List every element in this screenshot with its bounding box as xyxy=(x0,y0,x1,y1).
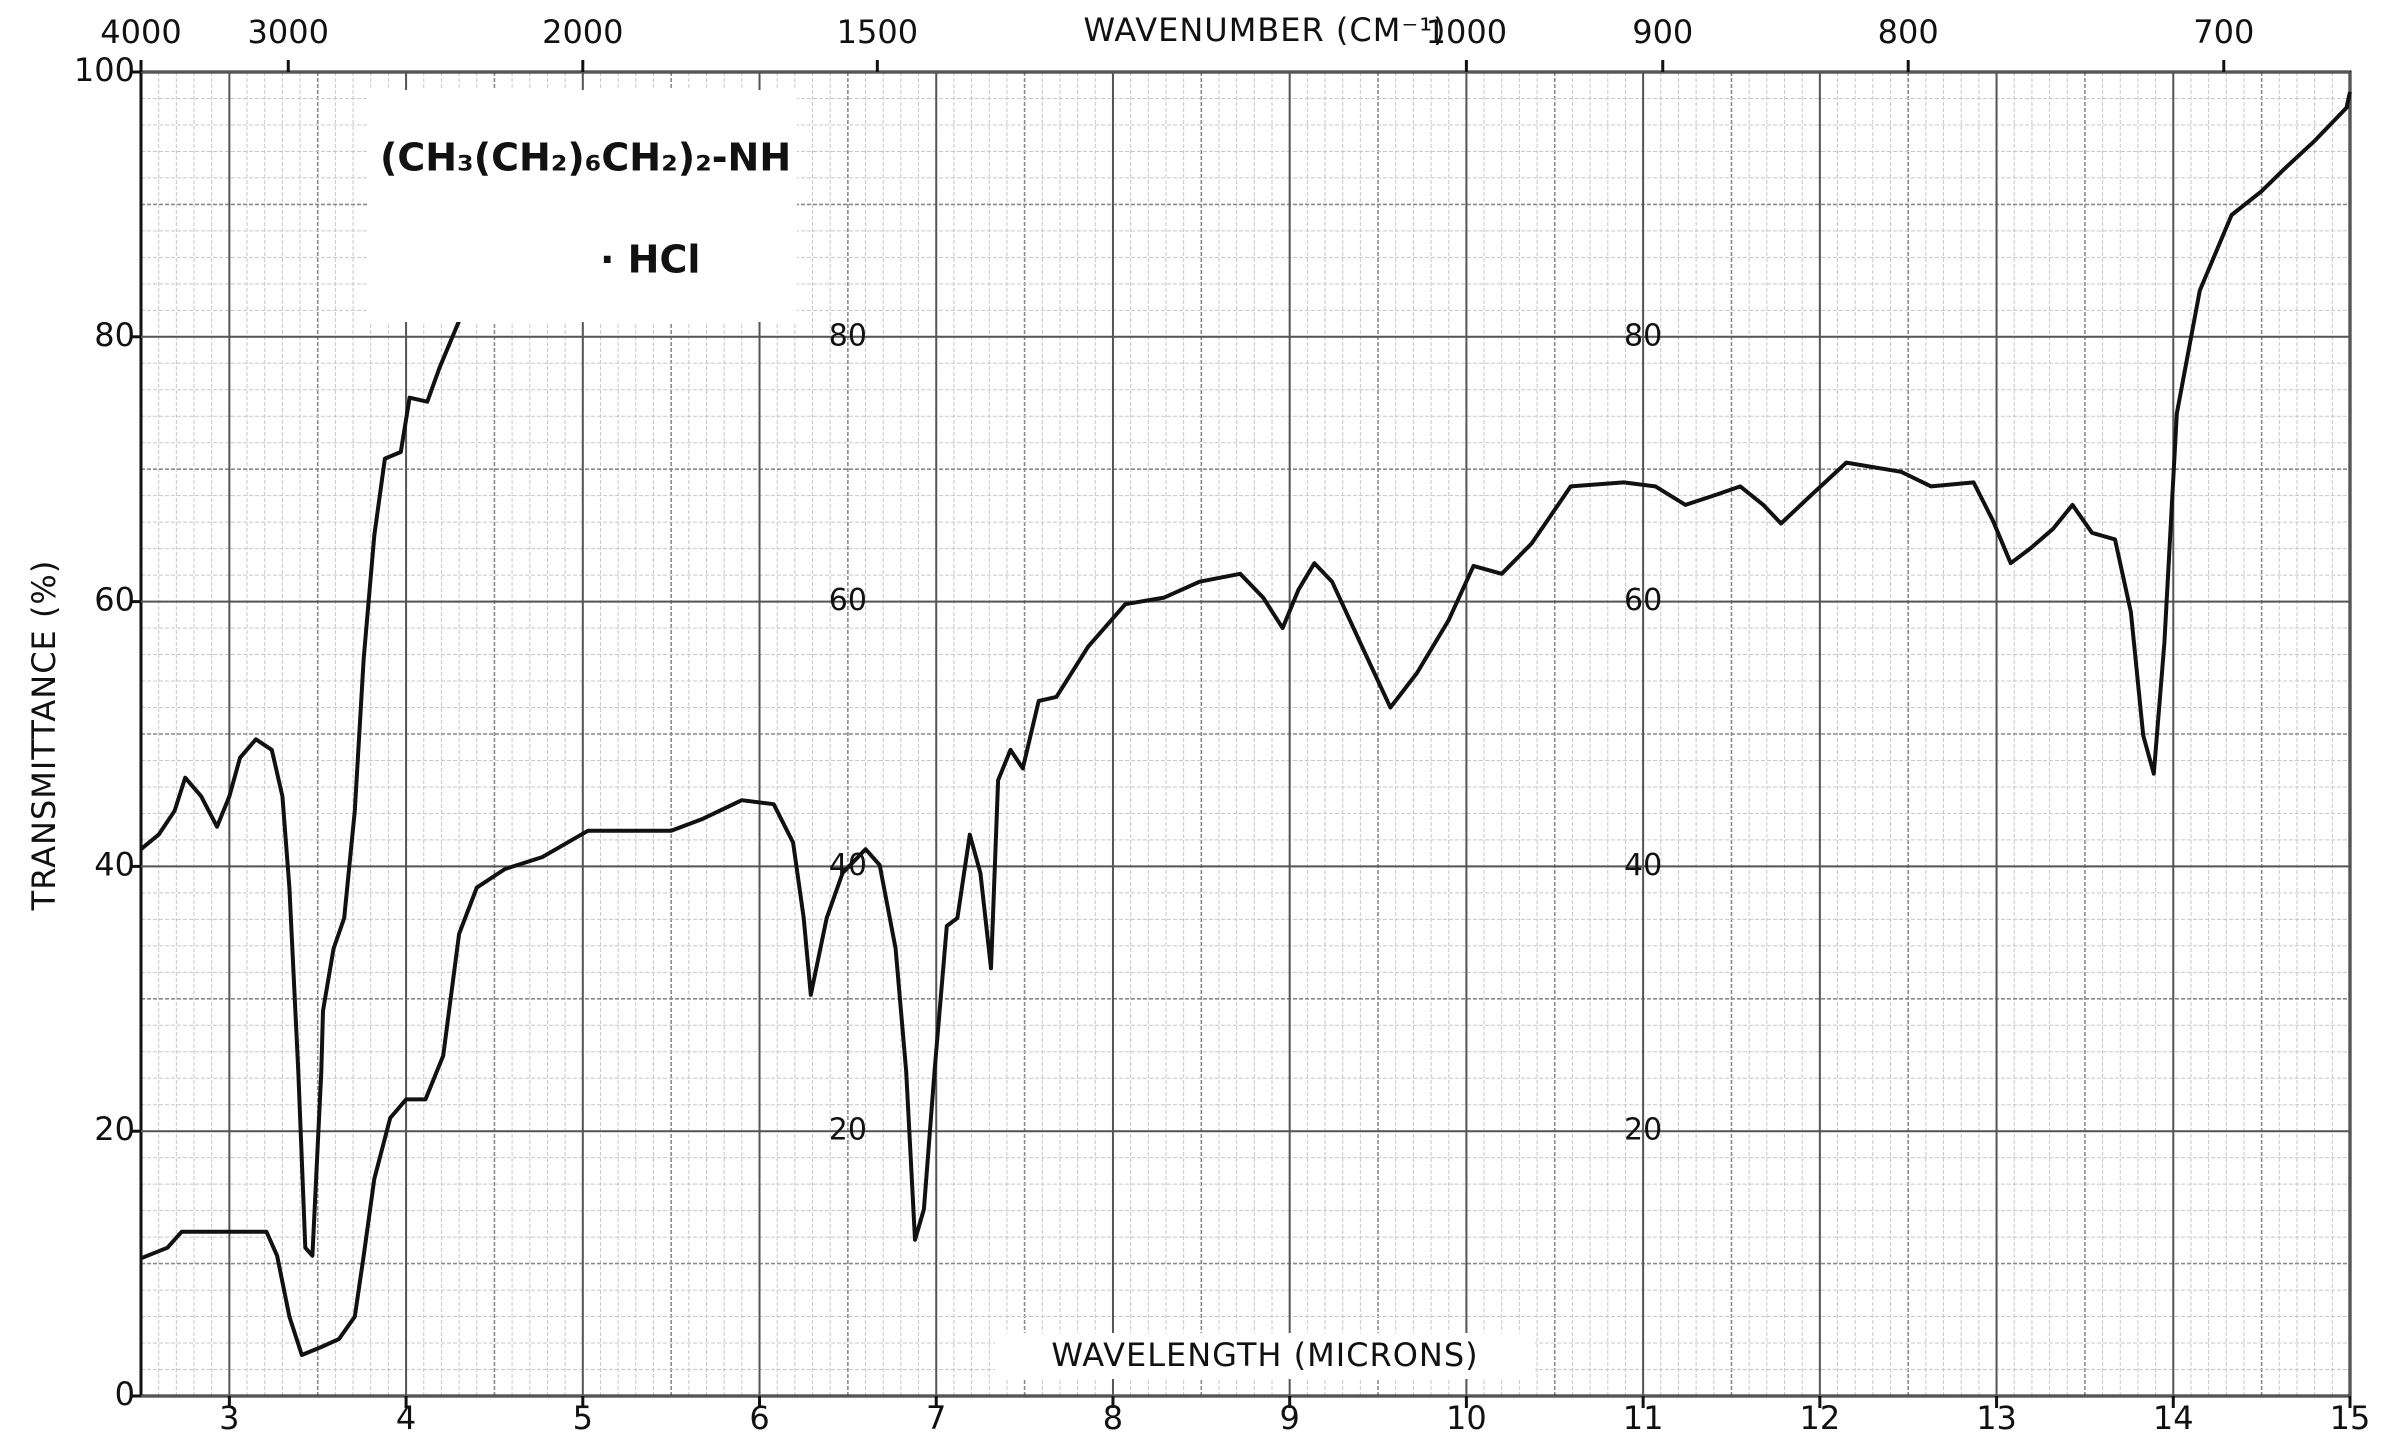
formula-salt: · HCl xyxy=(600,238,700,282)
y-axis-title: TRANSMITTANCE (%) xyxy=(25,560,63,912)
y-tick-label: 80 xyxy=(94,316,135,354)
x-tick-label: 3 xyxy=(219,1399,239,1437)
y-tick-label: 40 xyxy=(94,845,135,883)
x-tick-label: 8 xyxy=(1103,1399,1123,1437)
inner-tick-label: 60 xyxy=(1624,583,1662,618)
data xyxy=(139,91,2352,1357)
inner-tick-label: 20 xyxy=(829,1113,867,1148)
spectrum-line xyxy=(139,320,461,1258)
x2-tick-label: 700 xyxy=(2193,13,2254,51)
formula: (CH₃(CH₂)₆CH₂)₂-NH xyxy=(380,136,791,180)
inner-tick-label: 40 xyxy=(829,848,867,883)
x-tick-label: 15 xyxy=(2330,1399,2371,1437)
x2-tick-label: 4000 xyxy=(100,13,181,51)
y-tick-label: 60 xyxy=(94,581,135,619)
x2-tick-label: 1000 xyxy=(1426,13,1507,51)
inner-tick-label: 40 xyxy=(1624,848,1662,883)
y-tick-label: 20 xyxy=(94,1110,135,1148)
x2-tick-label: 800 xyxy=(1878,13,1939,51)
inner-tick-label: 80 xyxy=(829,318,867,353)
inner-tick-label: 80 xyxy=(1624,318,1662,353)
x2-axis-title: WAVENUMBER (CM⁻¹) xyxy=(1083,11,1446,49)
x-tick-label: 5 xyxy=(573,1399,593,1437)
x-tick-label: 6 xyxy=(749,1399,769,1437)
x2-tick-label: 2000 xyxy=(542,13,623,51)
x2-tick-label: 3000 xyxy=(248,13,329,51)
label-box xyxy=(367,90,797,322)
x-axis-title: WAVELENGTH (MICRONS) xyxy=(1051,1336,1478,1374)
y-tick-label: 100 xyxy=(74,51,135,89)
x-tick-label: 4 xyxy=(396,1399,416,1437)
x-tick-label: 13 xyxy=(1976,1399,2017,1437)
x-tick-label: 11 xyxy=(1623,1399,1664,1437)
x-tick-label: 7 xyxy=(926,1399,946,1437)
x2-tick-label: 1500 xyxy=(837,13,918,51)
inner-tick-label: 60 xyxy=(829,583,867,618)
inner-tick-label: 20 xyxy=(1624,1113,1662,1148)
x2-tick-label: 900 xyxy=(1632,13,1693,51)
y-tick-label: 0 xyxy=(115,1375,135,1413)
x-title-bg xyxy=(995,1333,1535,1379)
spectrum-line xyxy=(140,91,2352,1357)
x-tick-label: 12 xyxy=(1799,1399,1840,1437)
x-tick-label: 14 xyxy=(2153,1399,2194,1437)
x-tick-label: 9 xyxy=(1280,1399,1300,1437)
x-tick-label: 10 xyxy=(1446,1399,1487,1437)
